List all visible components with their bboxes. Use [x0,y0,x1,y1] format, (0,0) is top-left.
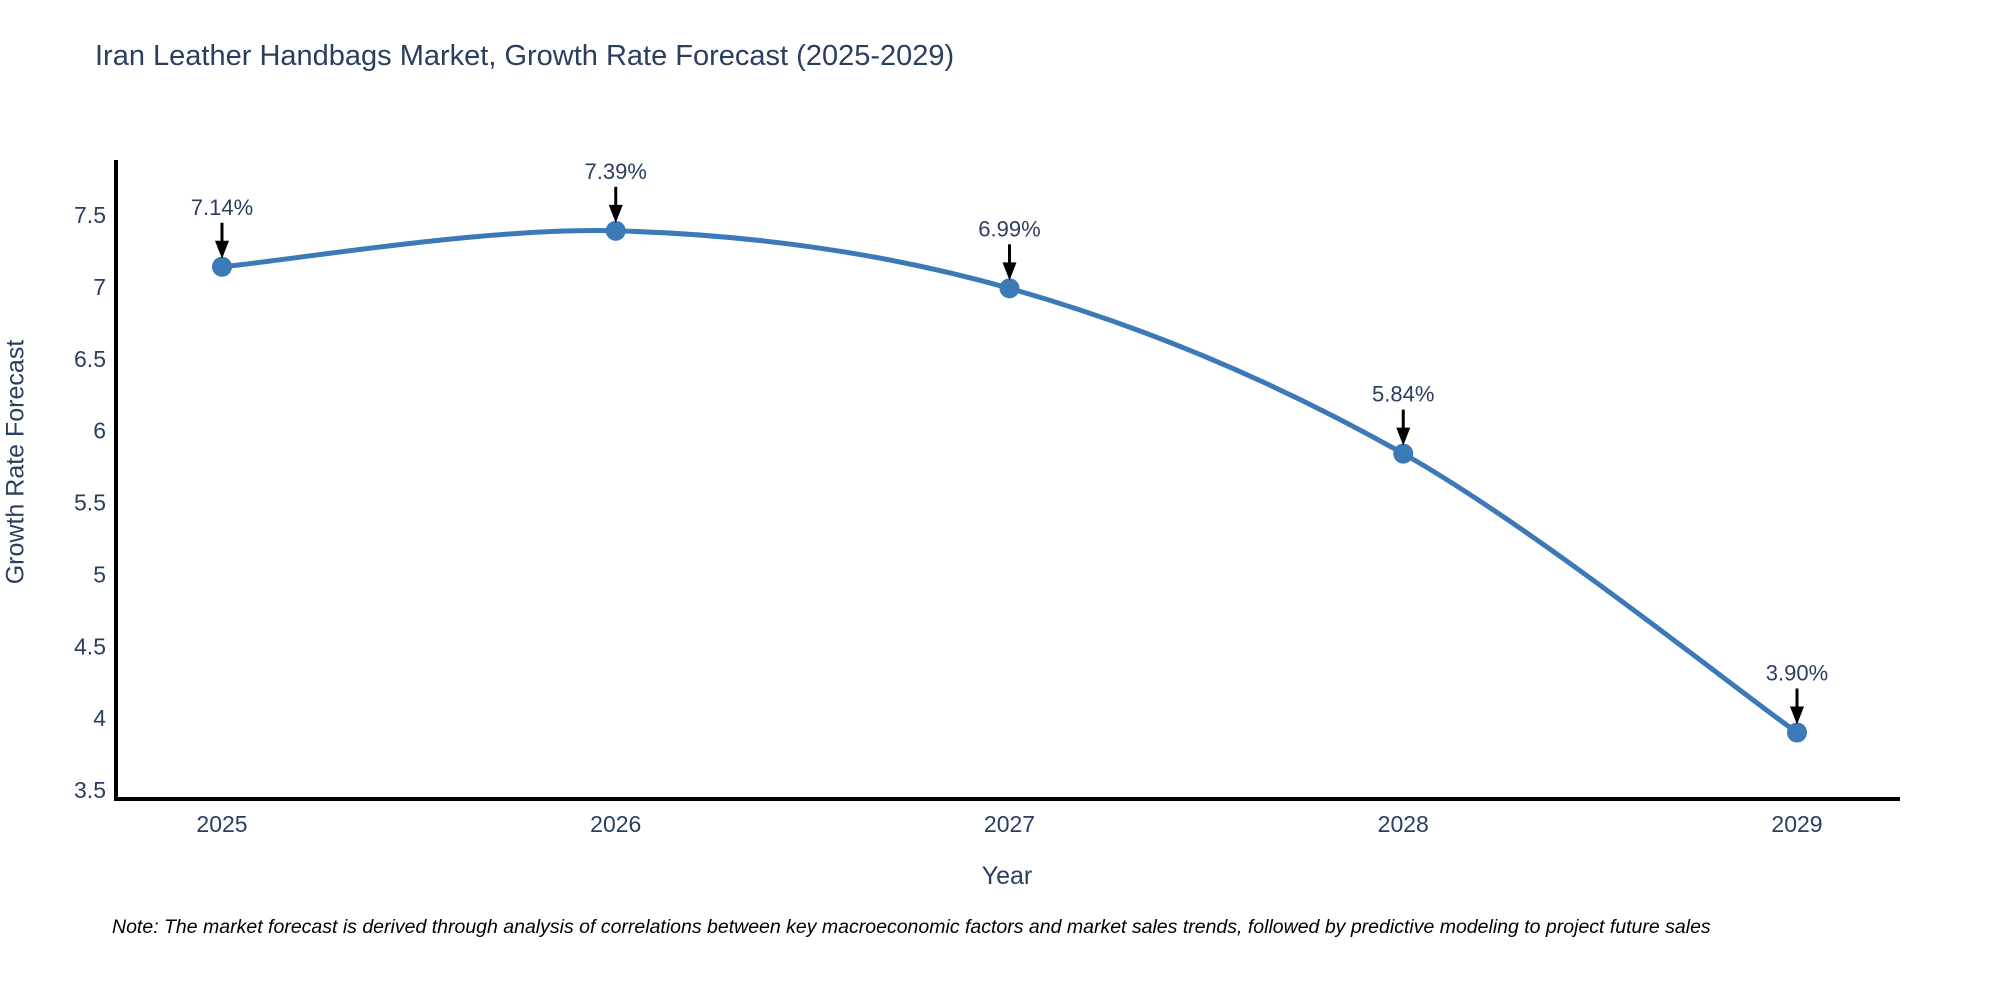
data-point-marker [1393,443,1414,464]
annotation-arrowhead-icon [1790,706,1804,725]
x-tick-label: 2027 [984,811,1035,837]
footnote: Note: The market forecast is derived thr… [112,916,1711,938]
y-tick-label: 7.5 [74,202,106,228]
forecast-line [221,228,1799,735]
x-axis-title: Year [981,862,1033,890]
y-tick-label: 6 [93,418,106,444]
y-tick-label: 3.5 [74,777,106,803]
x-tick-label: 2029 [1771,811,1822,837]
y-tick-label: 5.5 [74,490,106,516]
y-tick-label: 7 [93,274,106,300]
annotation-arrowhead-icon [608,204,623,223]
data-point-marker [605,220,626,241]
data-point-label: 6.99% [978,216,1040,241]
data-point-label: 5.84% [1372,382,1434,407]
data-point-marker [212,256,232,277]
x-tick-label: 2025 [196,811,247,837]
y-tick-label: 4.5 [74,633,106,659]
data-point-label: 3.90% [1766,661,1828,686]
data-point-label: 7.39% [585,159,647,184]
x-tick-label: 2028 [1378,811,1429,837]
y-tick-label: 5 [93,561,106,587]
y-tick-label: 4 [93,705,106,731]
annotation-arrowhead-icon [1002,262,1017,281]
data-point-label: 7.14% [191,195,253,220]
chart-title: Iran Leather Handbags Market, Growth Rat… [95,40,955,72]
annotation-arrowhead-icon [1396,427,1411,446]
annotation-arrowhead-icon [215,240,229,259]
x-tick-label: 2026 [590,811,641,837]
y-tick-label: 6.5 [74,346,106,372]
data-point-marker [1787,722,1807,743]
data-point-marker [999,278,1020,299]
